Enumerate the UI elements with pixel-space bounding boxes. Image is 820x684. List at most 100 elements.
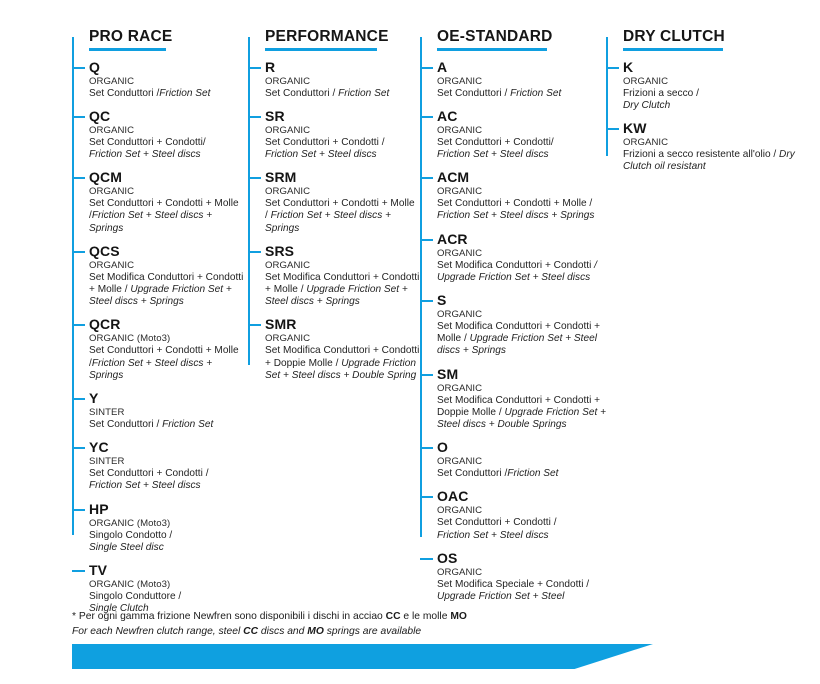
branch-tick-icon bbox=[72, 397, 85, 400]
item-code: QCS bbox=[89, 242, 120, 259]
branch-tick-icon bbox=[72, 447, 85, 450]
item-description: Set Modifica Conduttori + Condotti + Mol… bbox=[265, 271, 420, 308]
list-item[interactable]: KW ORGANIC Frizioni a secco resistente a… bbox=[606, 120, 806, 173]
item-code: SR bbox=[265, 107, 285, 124]
item-description: Frizioni a secco resistente all'olio / D… bbox=[623, 148, 795, 173]
list-item[interactable]: R ORGANIC Set Conduttori / Friction Set bbox=[248, 58, 420, 100]
list-item[interactable]: QCS ORGANIC Set Modifica Conduttori + Co… bbox=[72, 242, 248, 309]
list-item[interactable]: Y SINTER Set Conduttori / Friction Set bbox=[72, 389, 248, 431]
item-material: ORGANIC bbox=[89, 124, 135, 136]
item-material: ORGANIC bbox=[265, 186, 311, 198]
item-description: Set Conduttori / Friction Set bbox=[437, 87, 562, 99]
item-code: AC bbox=[437, 107, 458, 124]
item-material: ORGANIC bbox=[437, 75, 483, 87]
column-spine-line bbox=[420, 37, 422, 537]
list-item[interactable]: A ORGANIC Set Conduttori / Friction Set bbox=[420, 59, 606, 100]
branch-tick-icon bbox=[420, 299, 433, 302]
item-description: Set Conduttori / Friction Set bbox=[89, 418, 214, 430]
list-item[interactable]: S ORGANIC Set Modifica Conduttori + Cond… bbox=[420, 291, 606, 358]
branch-tick-icon bbox=[72, 324, 85, 327]
column-dry-clutch: DRY CLUTCH K ORGANIC Frizioni a secco / … bbox=[606, 28, 806, 173]
item-code: S bbox=[437, 291, 447, 308]
list-item[interactable]: SRS ORGANIC Set Modifica Conduttori + Co… bbox=[248, 243, 420, 309]
bottom-accent-banner bbox=[72, 644, 653, 669]
header-underline bbox=[265, 48, 377, 51]
list-item[interactable]: SM ORGANIC Set Modifica Conduttori + Con… bbox=[420, 366, 606, 432]
footnote-italian: * Per ogni gamma frizione Newfren sono d… bbox=[72, 611, 467, 622]
item-code: K bbox=[623, 58, 634, 75]
item-description: Set Conduttori + Condotti / Friction Set… bbox=[437, 517, 557, 541]
list-item[interactable]: SRM ORGANIC Set Conduttori + Condotti + … bbox=[248, 170, 420, 235]
column-pro-race: PRO RACE Q ORGANIC Set Conduttori /Frict… bbox=[72, 28, 248, 615]
item-material: ORGANIC bbox=[265, 259, 311, 271]
list-item[interactable]: QCR ORGANIC (Moto3) Set Conduttori + Con… bbox=[72, 316, 248, 382]
branch-tick-icon bbox=[72, 508, 85, 511]
item-code: OS bbox=[437, 549, 458, 566]
list-item[interactable]: SMR ORGANIC Set Modifica Conduttori + Co… bbox=[248, 316, 420, 382]
columns-container: PRO RACE Q ORGANIC Set Conduttori /Frict… bbox=[72, 28, 814, 615]
item-description: Set Conduttori + Condotti/Friction Set +… bbox=[437, 136, 554, 160]
item-code: ACM bbox=[437, 169, 470, 186]
item-description: Set Modifica Conduttori + Condotti + Mol… bbox=[89, 271, 244, 308]
list-item[interactable]: ACR ORGANIC Set Modifica Conduttori + Co… bbox=[420, 231, 606, 284]
item-description: Singolo Conduttore / Single Clutch bbox=[89, 590, 182, 615]
item-code: QC bbox=[89, 107, 111, 124]
footnote: * Per ogni gamma frizione Newfren sono d… bbox=[72, 609, 712, 639]
item-material: SINTER bbox=[89, 406, 125, 418]
branch-tick-icon bbox=[420, 557, 433, 560]
header-underline bbox=[437, 48, 547, 51]
list-item[interactable]: HP ORGANIC (Moto3) Singolo Condotto / Si… bbox=[72, 500, 248, 554]
item-description: Set Conduttori + Condotti + Molle /Frict… bbox=[89, 345, 239, 381]
column-spine-line bbox=[248, 37, 250, 365]
item-material: ORGANIC (Moto3) bbox=[89, 333, 171, 345]
item-code: HP bbox=[89, 500, 109, 517]
item-material: ORGANIC bbox=[437, 186, 483, 198]
item-material: ORGANIC bbox=[437, 566, 483, 578]
list-item[interactable]: ACM ORGANIC Set Conduttori + Condotti + … bbox=[420, 169, 606, 222]
item-description: Set Conduttori + Condotti + Molle /Frict… bbox=[89, 198, 239, 234]
item-material: ORGANIC bbox=[437, 456, 483, 468]
list-item[interactable]: QC ORGANIC Set Conduttori + Condotti/Fri… bbox=[72, 107, 248, 161]
list-item[interactable]: K ORGANIC Frizioni a secco / Dry Clutch bbox=[606, 58, 806, 112]
branch-tick-icon bbox=[248, 66, 261, 69]
item-material: ORGANIC bbox=[623, 136, 669, 148]
item-code: R bbox=[265, 58, 276, 75]
branch-tick-icon bbox=[420, 177, 433, 180]
list-item[interactable]: AC ORGANIC Set Conduttori + Condotti/Fri… bbox=[420, 107, 606, 161]
branch-tick-icon bbox=[72, 115, 85, 118]
branch-tick-icon bbox=[72, 66, 85, 69]
list-item[interactable]: OAC ORGANIC Set Conduttori + Condotti / … bbox=[420, 489, 606, 541]
list-item[interactable]: OS ORGANIC Set Modifica Speciale + Condo… bbox=[420, 549, 606, 603]
item-description: Set Modifica Speciale + Condotti / Upgra… bbox=[437, 578, 590, 602]
list-item[interactable]: YC SINTER Set Conduttori + Condotti / Fr… bbox=[72, 440, 248, 492]
item-description: Singolo Condotto / Single Steel disc bbox=[89, 529, 173, 553]
column-oe-standard: OE-STANDARD A ORGANIC Set Conduttori / F… bbox=[420, 28, 606, 603]
header-underline bbox=[89, 48, 166, 51]
item-material: ORGANIC bbox=[89, 259, 135, 271]
list-item[interactable]: SR ORGANIC Set Conduttori + Condotti / F… bbox=[248, 107, 420, 161]
branch-tick-icon bbox=[606, 66, 619, 69]
branch-tick-icon bbox=[72, 177, 85, 180]
column-spine-line bbox=[606, 37, 608, 156]
branch-tick-icon bbox=[72, 569, 85, 572]
item-description: Set Modifica Conduttori + Condotti + Mol… bbox=[437, 320, 601, 357]
list-item[interactable]: O ORGANIC Set Conduttori /Friction Set bbox=[420, 440, 606, 480]
item-material: ORGANIC (Moto3) bbox=[89, 517, 171, 529]
branch-tick-icon bbox=[248, 250, 261, 253]
item-material: ORGANIC bbox=[265, 75, 311, 87]
item-code: SMR bbox=[265, 316, 297, 333]
item-material: ORGANIC bbox=[89, 75, 135, 87]
item-description: Frizioni a secco / Dry Clutch bbox=[623, 87, 699, 111]
list-item[interactable]: TV ORGANIC (Moto3) Singolo Conduttore / … bbox=[72, 561, 248, 615]
item-code: QCR bbox=[89, 316, 121, 333]
item-code: Y bbox=[89, 389, 99, 406]
item-material: SINTER bbox=[89, 456, 125, 468]
list-item[interactable]: Q ORGANIC Set Conduttori /Friction Set bbox=[72, 59, 248, 100]
item-code: TV bbox=[89, 561, 108, 578]
item-description: Set Conduttori + Condotti / Friction Set… bbox=[89, 468, 209, 492]
column-header-dry-clutch: DRY CLUTCH bbox=[623, 28, 725, 45]
list-item[interactable]: QCM ORGANIC Set Conduttori + Condotti + … bbox=[72, 170, 248, 235]
item-description: Set Conduttori / Friction Set bbox=[265, 87, 390, 99]
branch-tick-icon bbox=[420, 115, 433, 118]
